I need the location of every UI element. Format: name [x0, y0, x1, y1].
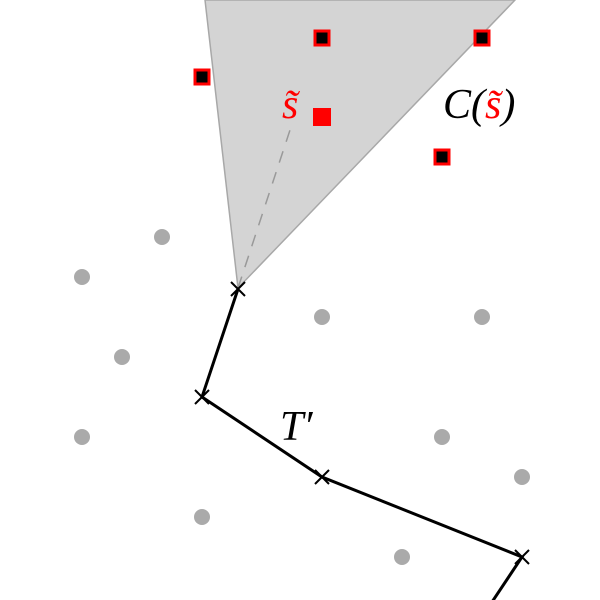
path-t-prime — [200, 288, 525, 600]
cross-marker — [194, 389, 210, 405]
s-tilde-label: s̃ — [282, 82, 300, 128]
point — [514, 469, 530, 485]
point — [114, 349, 130, 365]
point — [394, 549, 410, 565]
point — [474, 309, 490, 325]
point — [194, 509, 210, 525]
cross-marker — [230, 281, 246, 297]
point — [74, 269, 90, 285]
cross-marker — [314, 469, 330, 485]
point — [74, 429, 90, 445]
dashed-direction-line — [237, 126, 292, 289]
cross-marker — [514, 549, 530, 565]
cone-label-arg: s̃ — [485, 82, 503, 128]
boxed-point — [473, 29, 491, 47]
s-tilde-point — [313, 108, 331, 126]
boxed-point — [313, 29, 331, 47]
cone-label: C(s̃) — [443, 82, 515, 128]
cone-region — [204, 0, 517, 290]
point — [314, 309, 330, 325]
gray-points — [74, 229, 530, 565]
cone-label-prefix: C( — [443, 82, 488, 128]
path-label: T′ — [280, 404, 313, 450]
point — [434, 429, 450, 445]
path-vertex-markers — [194, 281, 530, 565]
boxed-point — [193, 68, 211, 86]
boxed-point — [433, 148, 451, 166]
red-boxed-points — [193, 29, 491, 166]
cone-label-suffix: ) — [499, 82, 515, 128]
point — [154, 229, 170, 245]
